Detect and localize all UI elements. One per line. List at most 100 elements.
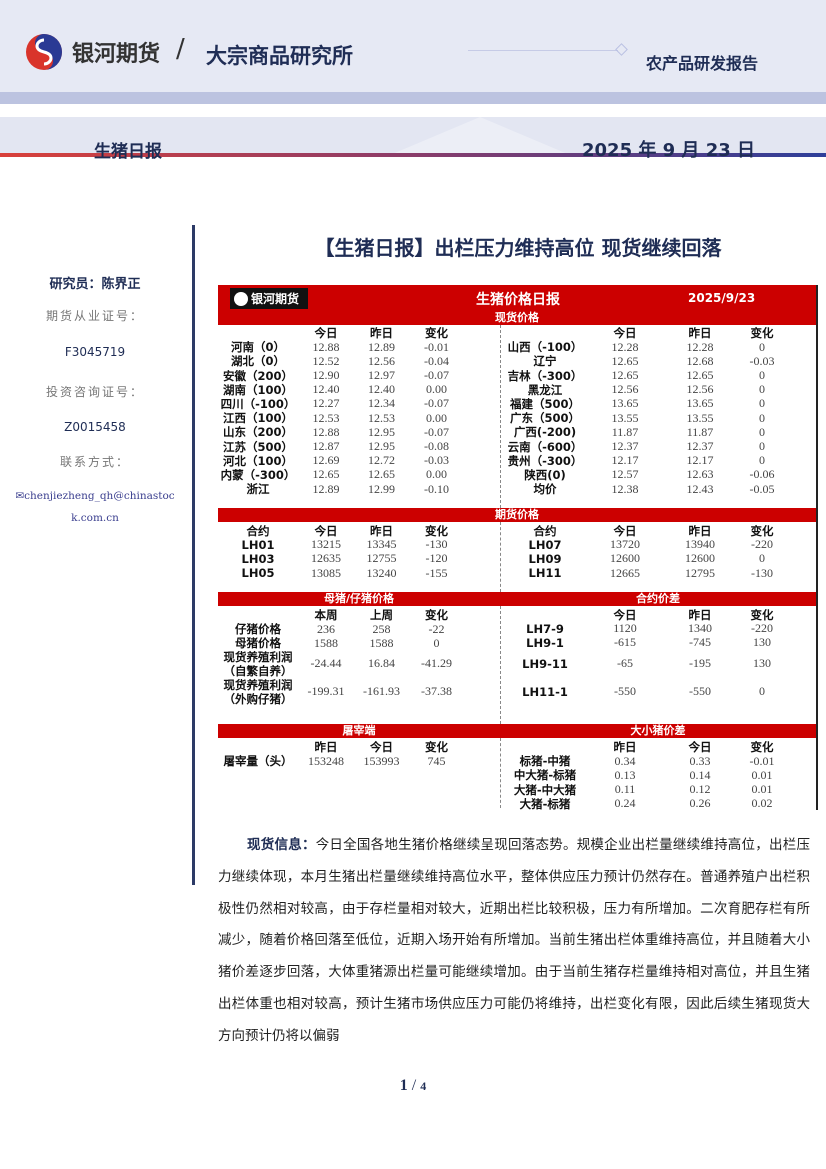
value-cell: -220 <box>751 621 773 636</box>
table-row: 山西（-100） 12.28 12.28 0 <box>501 339 818 355</box>
value-cell: 12.65 <box>312 467 340 482</box>
row-label: 江苏（500） <box>222 439 293 454</box>
row-label: 吉林（-300） <box>507 368 583 383</box>
value-cell: 153993 <box>363 753 400 768</box>
table-row: LH03 12635 12755 -120 <box>218 551 500 566</box>
value-cell: 12.95 <box>368 439 395 453</box>
left-half: 本周 上周 变化 仔猪价格 236 258 -22 母猪价格 1588 1588 0 现货养殖利润（自… <box>218 606 501 724</box>
row-label: 山东（200） <box>222 425 293 440</box>
value-cell: 13.65 <box>611 396 639 411</box>
table-row: 江苏（500） 12.87 12.95 -0.08 <box>218 439 500 454</box>
value-cell: 12635 <box>311 551 341 566</box>
header-cell: 今日 <box>688 740 712 754</box>
contact-label: 联系方式： <box>59 455 130 469</box>
value-cell: 12.90 <box>312 368 340 383</box>
value-cell: 12.99 <box>368 481 395 496</box>
header-stripe <box>0 92 826 104</box>
envelope-icon: ✉ <box>15 490 25 502</box>
right-half: 今日 昨日 变化 LH7-9 1120 1340 -220 LH9-1 -615 -745 130 L… <box>501 606 818 724</box>
table-row: 内蒙（-300） 12.65 12.65 0.00 <box>218 467 500 482</box>
spot-info-paragraph: 现货信息：今日全国各地生猪价格继续呈现回落态势。规模企业出栏量继续维持高位，出栏… <box>218 830 810 1053</box>
row-label: 安徽（200） <box>222 368 293 383</box>
value-cell: 0.14 <box>689 767 711 782</box>
report-date: 2025 年 9 月 23 日 <box>582 140 756 161</box>
value-cell: 12.40 <box>368 382 395 397</box>
value-cell: 12.53 <box>312 410 340 425</box>
table-row: 中大猪-标猪 0.13 0.14 0.01 <box>501 767 818 783</box>
logo-text: 银河期货 <box>251 292 300 306</box>
table-row: 贵州（-300） 12.17 12.17 0 <box>501 453 818 468</box>
row-label: 云南（-600） <box>507 439 583 454</box>
value-cell: 13.65 <box>686 396 714 411</box>
value-cell: 12.17 <box>611 453 639 468</box>
table-row: 母猪价格 1588 1588 0 <box>218 635 500 651</box>
spot-info-text: 今日全国各地生猪价格继续呈现回落态势。规模企业出栏量继续维持高位，出栏压力继续体… <box>218 837 810 1044</box>
right-half: 今日 昨日 变化 山西（-100） 12.28 12.28 0 辽宁 12.65 12.68 -0.… <box>501 325 818 508</box>
value-cell: 12.40 <box>312 382 340 397</box>
row-label: 黑龙江 <box>527 382 563 397</box>
page-number: 1 / 4 <box>0 1077 826 1095</box>
row-label: LH09 <box>528 551 562 566</box>
table-header-row: 合约 今日 昨日 变化 <box>218 523 500 538</box>
value-cell: -550 <box>689 684 711 699</box>
header-cell: 今日 <box>613 326 637 340</box>
row-label: 福建（500） <box>509 396 580 411</box>
table-row: 安徽（200） 12.90 12.97 -0.07 <box>218 368 500 383</box>
value-cell: -615 <box>614 635 636 650</box>
header-cell: 今日 <box>613 524 637 538</box>
row-label: 广西(-200) <box>513 425 577 440</box>
table-row: 广东（500） 13.55 13.55 0 <box>501 410 818 426</box>
right-half: 合约 今日 昨日 变化 LH07 13720 13940 -220 LH09 12600 12600… <box>501 522 818 592</box>
value-cell: 12.52 <box>312 353 340 368</box>
header-band <box>0 0 826 104</box>
table-row: 河南（0） 12.88 12.89 -0.01 <box>218 339 500 355</box>
vertical-divider <box>192 225 195 885</box>
futures-section: 合约 今日 昨日 变化 LH01 13215 13345 -130 LH03 12635 12755… <box>218 522 816 592</box>
value-cell: 0.00 <box>426 410 447 425</box>
value-cell: 11.87 <box>686 424 714 439</box>
gradient-rule <box>0 153 826 157</box>
futures-license: F3045719 <box>64 345 126 359</box>
value-cell: 258 <box>372 621 391 636</box>
value-cell: 0 <box>759 339 765 354</box>
value-cell: -0.04 <box>424 353 449 368</box>
value-cell: -550 <box>614 684 636 699</box>
value-cell: 12.87 <box>312 439 340 453</box>
value-cell: -0.07 <box>424 424 449 439</box>
row-label: 浙江 <box>246 482 270 497</box>
value-cell: 0.00 <box>426 382 447 397</box>
value-cell: 13.55 <box>686 410 714 425</box>
row-label: 均价 <box>533 482 557 497</box>
header-cell: 变化 <box>750 524 774 538</box>
table-row: 广西(-200) 11.87 11.87 0 <box>501 424 818 440</box>
value-cell: -65 <box>617 656 633 671</box>
row-label: LH9-1 <box>526 635 564 650</box>
section-bar-sow: 母猪/仔猪价格 合约价差 <box>218 592 816 606</box>
value-cell: 12.38 <box>611 481 639 496</box>
value-cell: 12.97 <box>368 368 395 383</box>
email-link[interactable]: ✉chenjiezheng_qh@chinastock.com.cn <box>0 485 190 529</box>
value-cell: 1120 <box>613 621 637 636</box>
table-row: 浙江 12.89 12.99 -0.10 <box>218 481 500 497</box>
row-label: 河南（0） <box>230 340 285 355</box>
value-cell: 745 <box>427 753 446 768</box>
row-label: 内蒙（-300） <box>220 467 296 482</box>
header-cell: 今日 <box>613 608 637 622</box>
value-cell: -0.10 <box>424 481 449 496</box>
table-date: 2025/9/23 <box>688 291 756 305</box>
table-row: LH11 12665 12795 -130 <box>501 566 818 581</box>
table-row: 陕西(0) 12.57 12.63 -0.06 <box>501 467 818 482</box>
table-logo: 银河期货 <box>230 288 308 309</box>
table-row: 大猪-标猪 0.24 0.26 0.02 <box>501 796 818 811</box>
row-label: 仔猪价格 <box>235 622 281 637</box>
table-row: 标猪-中猪 0.34 0.33 -0.01 <box>501 753 818 769</box>
value-cell: -220 <box>751 537 773 552</box>
table-row: LH9-11 -65 -195 130 <box>501 650 818 678</box>
section-label: 期货价格 <box>495 508 539 521</box>
value-cell: 12.34 <box>368 396 395 411</box>
value-cell: 0 <box>759 368 765 383</box>
row-label: 现货养殖利润（外购仔猪） <box>223 677 293 706</box>
row-label: 河北（100） <box>222 453 293 468</box>
section-bar-futures: 期货价格 <box>218 508 816 522</box>
value-cell: 12.43 <box>686 481 714 496</box>
